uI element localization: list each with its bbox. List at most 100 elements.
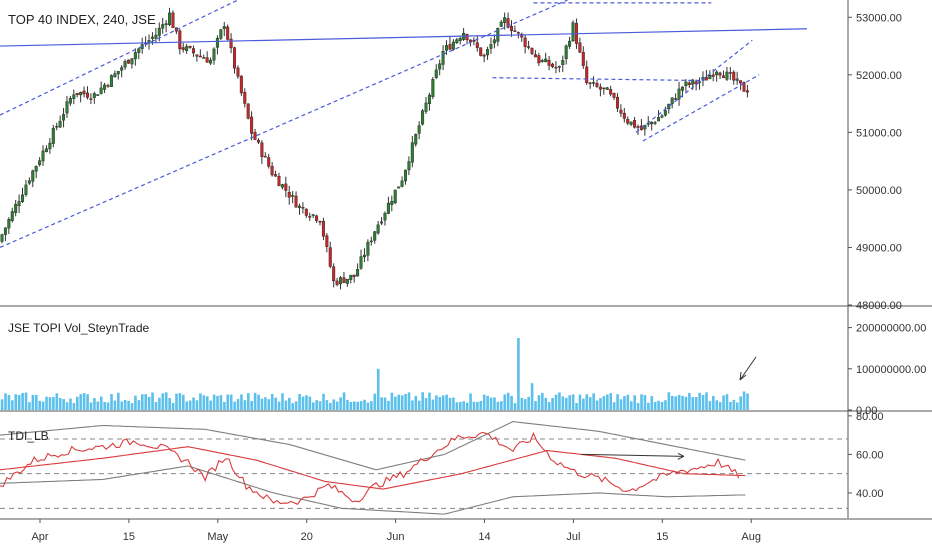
- volume-bar: [547, 402, 551, 410]
- candle-body: [544, 58, 548, 63]
- candle-body: [414, 134, 418, 145]
- volume-bar: [537, 395, 541, 410]
- candle-body: [527, 46, 531, 48]
- volume-bar: [612, 402, 616, 410]
- volume-bar: [277, 401, 281, 410]
- candle-body: [612, 93, 616, 98]
- candle-body: [161, 24, 165, 29]
- volume-bar: [62, 399, 65, 410]
- candle-body: [44, 148, 48, 152]
- candle-body: [27, 180, 31, 184]
- candle-body: [277, 176, 281, 187]
- candle-body: [680, 86, 684, 91]
- volume-bar: [329, 402, 332, 410]
- y-tick-label: 60.00: [856, 449, 884, 461]
- candle-body: [687, 82, 691, 85]
- candle-body: [229, 38, 233, 49]
- candle-body: [359, 256, 363, 269]
- trendline: [0, 0, 568, 249]
- candle-body: [424, 102, 428, 112]
- candle-body: [417, 125, 421, 134]
- volume-bar: [698, 392, 701, 410]
- volume-bar: [335, 401, 339, 410]
- trendline: [635, 39, 753, 133]
- volume-bar: [636, 403, 640, 410]
- volume-bar: [411, 400, 414, 410]
- candle-body: [711, 74, 715, 77]
- volume-bar: [486, 395, 489, 410]
- volume-annotation-arrow: [739, 356, 757, 381]
- volume-bar: [503, 394, 507, 410]
- volume-bar: [739, 396, 742, 410]
- volume-bar: [568, 395, 572, 410]
- price-chart-title: TOP 40 INDEX, 240, JSE: [8, 12, 156, 27]
- volume-bar: [322, 393, 325, 410]
- y-tick-label: 51000.00: [856, 127, 902, 139]
- candle-body: [445, 45, 449, 51]
- volume-bar: [349, 402, 353, 410]
- volume-bar: [28, 402, 31, 410]
- candle-body: [376, 224, 380, 234]
- candle-body: [339, 277, 343, 285]
- candle-body: [79, 92, 83, 96]
- volume-bar: [89, 402, 93, 410]
- volume-bar: [476, 401, 479, 410]
- x-tick-label: Aug: [741, 531, 761, 543]
- volume-bar: [233, 401, 236, 410]
- candle-body: [325, 235, 329, 247]
- candle-body: [390, 200, 394, 205]
- volume-bar: [510, 395, 513, 410]
- candle-body: [657, 117, 661, 122]
- volume-bar: [195, 400, 199, 410]
- volume-bar: [452, 397, 455, 410]
- tdi-annotation-arrow: [581, 453, 684, 457]
- candle-body: [513, 30, 517, 32]
- volume-bar: [462, 401, 466, 410]
- volume-bar: [606, 394, 609, 410]
- candle-body: [564, 45, 568, 60]
- candle-body: [294, 195, 298, 208]
- volume-bar: [517, 337, 520, 410]
- x-tick-label: 14: [478, 531, 490, 543]
- volume-bar: [352, 401, 356, 410]
- candle-body: [154, 34, 158, 39]
- candle-body: [31, 170, 35, 182]
- volume-bar: [722, 395, 725, 410]
- candle-body: [516, 32, 520, 34]
- candle-body: [68, 98, 72, 104]
- candle-body: [728, 72, 732, 74]
- candle-body: [253, 132, 257, 140]
- volume-bar: [359, 401, 363, 410]
- volume-annotation-arrowhead: [739, 371, 747, 381]
- candle-body: [127, 59, 131, 64]
- tdi-series-line: [0, 446, 746, 490]
- candle-body: [191, 48, 195, 54]
- candle-body: [609, 89, 613, 95]
- volume-bar: [65, 402, 69, 410]
- candle-body: [684, 81, 688, 87]
- volume-bar: [469, 393, 472, 410]
- volume-bar: [342, 392, 346, 410]
- volume-bar: [257, 394, 260, 410]
- volume-bar: [281, 393, 284, 410]
- volume-bar: [575, 403, 578, 410]
- candle-body: [383, 212, 387, 221]
- volume-bar: [438, 396, 442, 410]
- volume-bar: [52, 397, 55, 410]
- volume-bar: [243, 400, 247, 410]
- candle-body: [602, 87, 606, 90]
- volume-bar: [414, 395, 418, 410]
- volume-bar: [554, 394, 558, 410]
- x-tick-label: May: [207, 531, 228, 543]
- volume-bar: [4, 393, 7, 410]
- volume-bar: [370, 401, 373, 410]
- volume-bar: [270, 393, 274, 410]
- candle-body: [410, 142, 414, 163]
- volume-bar: [79, 394, 83, 410]
- candle-body: [732, 71, 736, 81]
- volume-bar: [284, 400, 288, 410]
- y-tick-label: 0.00: [856, 405, 877, 417]
- volume-bar: [147, 396, 151, 410]
- volume-bar: [482, 394, 486, 410]
- volume-bar: [735, 402, 739, 410]
